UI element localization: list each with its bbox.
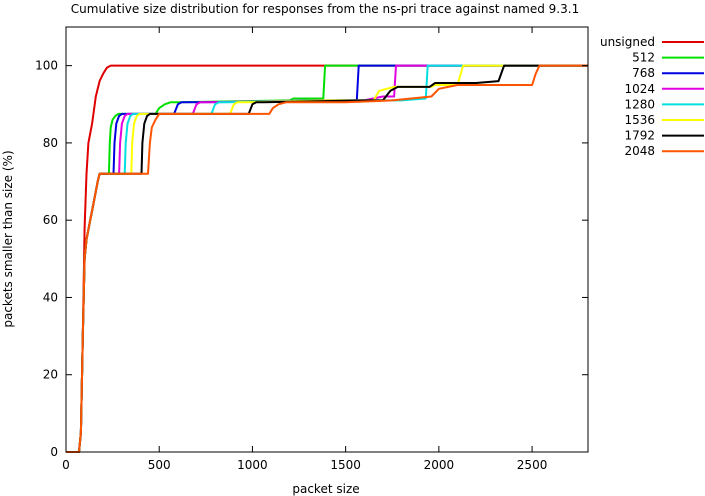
legend-label-1792: 1792	[624, 129, 655, 143]
legend-label-1280: 1280	[624, 97, 655, 111]
y-tick-label: 60	[43, 213, 58, 227]
y-tick-label: 0	[50, 445, 58, 459]
legend-label-1024: 1024	[624, 82, 655, 96]
legend-label-768: 768	[632, 66, 655, 80]
x-tick-label: 2500	[517, 458, 548, 472]
y-tick-label: 20	[43, 368, 58, 382]
y-tick-label: 40	[43, 290, 58, 304]
y-axis-label: packets smaller than size (%)	[1, 150, 15, 327]
plot-frame	[65, 26, 589, 453]
series-line-2048	[66, 64, 588, 453]
chart-title: Cumulative size distribution for respons…	[71, 2, 579, 16]
x-tick-label: 1000	[237, 458, 268, 472]
series-line-1792	[66, 64, 588, 453]
x-tick-label: 1500	[330, 458, 361, 472]
y-tick-label: 100	[35, 59, 58, 73]
y-tick-label: 80	[43, 136, 58, 150]
x-axis-label: packet size	[292, 482, 359, 496]
legend-label-512: 512	[632, 51, 655, 65]
x-tick-label: 500	[148, 458, 171, 472]
plot-area: 0 500 1000 1500 2000 2500 0 20 40 60 80 100	[35, 26, 589, 472]
x-tick-label: 2000	[424, 458, 455, 472]
legend-label-1536: 1536	[624, 113, 655, 127]
legend-label-unsigned: unsigned	[600, 35, 655, 49]
legend-label-2048: 2048	[624, 144, 655, 158]
x-tick-label: 0	[62, 458, 70, 472]
